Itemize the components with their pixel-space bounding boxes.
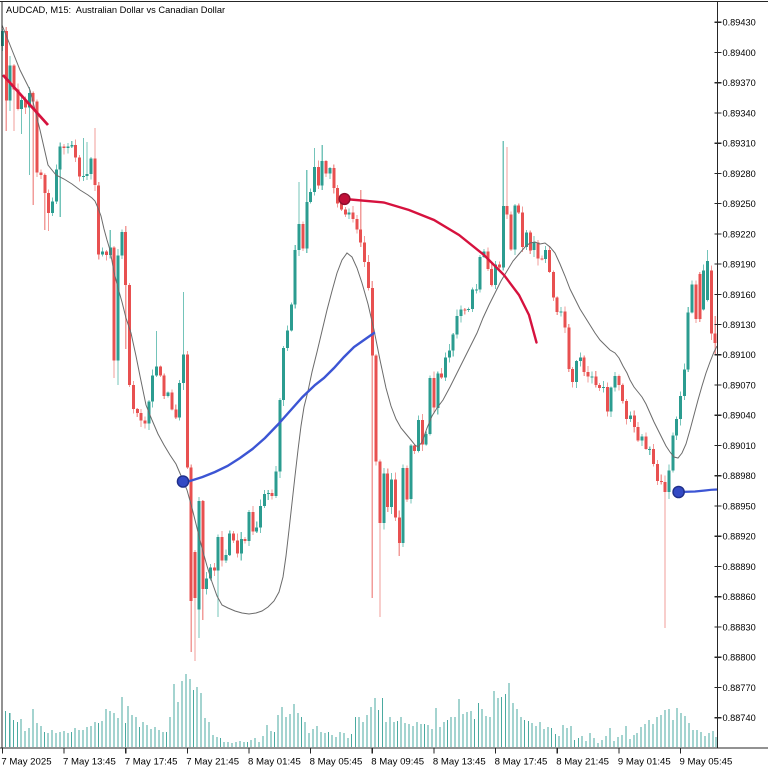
svg-text:0.89220: 0.89220 [723, 229, 756, 239]
svg-text:0.89340: 0.89340 [723, 108, 756, 118]
svg-text:0.88920: 0.88920 [723, 532, 756, 542]
svg-text:8 May 13:45: 8 May 13:45 [433, 757, 486, 768]
svg-text:0.89430: 0.89430 [723, 18, 756, 28]
svg-text:0.89190: 0.89190 [723, 260, 756, 270]
svg-text:8 May 01:45: 8 May 01:45 [248, 757, 301, 768]
svg-text:AUDCAD, M15: Australian Dolla: AUDCAD, M15: Australian Dollar vs Canadi… [6, 5, 225, 15]
svg-text:0.88950: 0.88950 [723, 501, 756, 511]
svg-text:0.89250: 0.89250 [723, 199, 756, 209]
svg-text:0.89070: 0.89070 [723, 381, 756, 391]
svg-text:7 May 21:45: 7 May 21:45 [186, 757, 239, 768]
svg-text:0.88740: 0.88740 [723, 713, 756, 723]
svg-text:0.88830: 0.88830 [723, 622, 756, 632]
svg-text:0.88860: 0.88860 [723, 592, 756, 602]
svg-text:0.89100: 0.89100 [723, 350, 756, 360]
svg-text:0.88890: 0.88890 [723, 562, 756, 572]
svg-text:0.89040: 0.89040 [723, 411, 756, 421]
svg-text:8 May 09:45: 8 May 09:45 [371, 757, 424, 768]
svg-text:0.88800: 0.88800 [723, 653, 756, 663]
svg-text:0.89010: 0.89010 [723, 441, 756, 451]
svg-text:7 May 13:45: 7 May 13:45 [63, 757, 116, 768]
svg-text:0.88770: 0.88770 [723, 683, 756, 693]
svg-text:9 May 01:45: 9 May 01:45 [618, 757, 671, 768]
svg-text:0.89310: 0.89310 [723, 139, 756, 149]
svg-text:9 May 05:45: 9 May 05:45 [680, 757, 733, 768]
svg-text:7 May 2025: 7 May 2025 [1, 757, 51, 768]
svg-text:0.89370: 0.89370 [723, 78, 756, 88]
svg-text:0.89160: 0.89160 [723, 290, 756, 300]
svg-text:8 May 05:45: 8 May 05:45 [310, 757, 363, 768]
svg-text:0.89130: 0.89130 [723, 320, 756, 330]
svg-text:8 May 17:45: 8 May 17:45 [495, 757, 548, 768]
svg-text:0.89400: 0.89400 [723, 48, 756, 58]
svg-text:8 May 21:45: 8 May 21:45 [556, 757, 609, 768]
svg-text:7 May 17:45: 7 May 17:45 [125, 757, 178, 768]
svg-text:0.88980: 0.88980 [723, 471, 756, 481]
svg-text:0.89280: 0.89280 [723, 169, 756, 179]
